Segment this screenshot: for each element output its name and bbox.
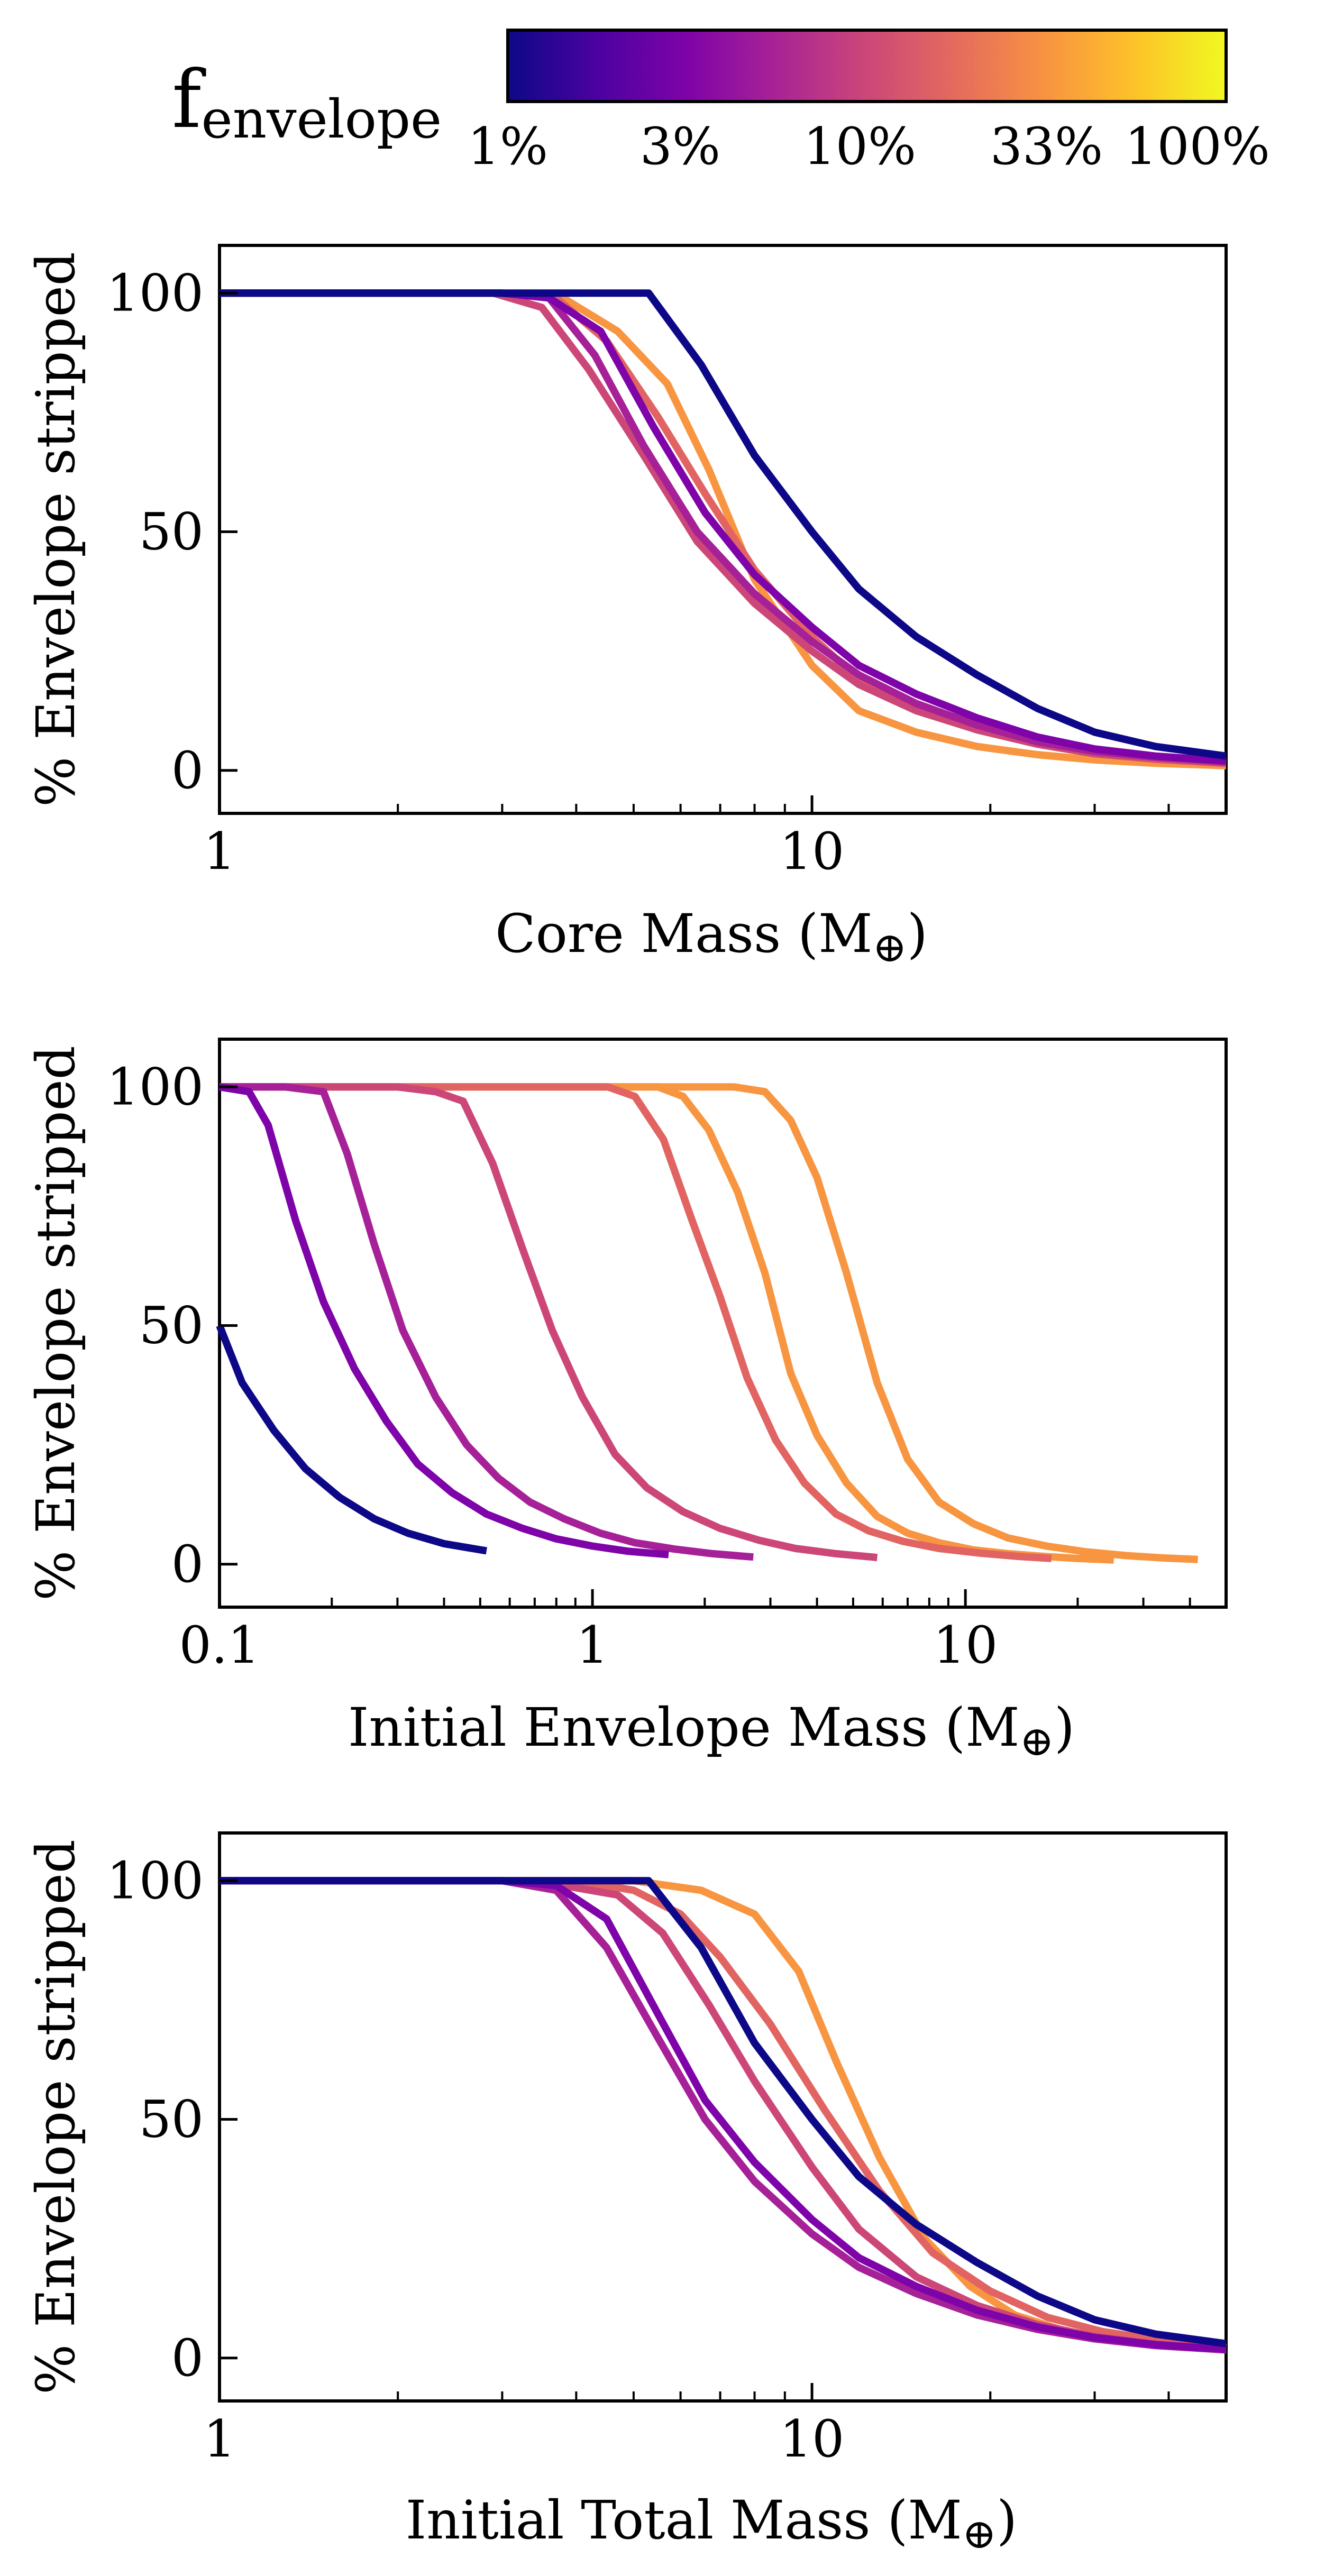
y-axis-label: % Envelope stripped [25,1839,87,2395]
y-tick-label: 50 [139,2090,204,2149]
x-axis-label: Initial Envelope Mass (M⊕) [348,1697,1075,1765]
x-axis-label-text: Initial Total Mass (M [406,2489,962,2551]
x-axis-label-text: Initial Envelope Mass (M [348,1697,1020,1758]
x-tick-label: 1 [577,1616,609,1675]
colorbar: fenvelope 1% 3% 10% 33% 100% [172,29,1270,176]
series-line [220,1083,878,1562]
y-tick-label: 0 [171,741,204,800]
colorbar-ticks: 1% 3% 10% 33% 100% [468,117,1270,176]
plot-frame [218,244,1228,815]
series-line [220,1877,1227,2351]
colorbar-tick-label: 10% [803,117,916,176]
plot-frame [218,1831,1228,2403]
colorbar-tick-label: 1% [468,117,548,176]
series-line [220,1877,1227,2353]
x-tick-label: 10 [780,2409,844,2469]
series-line [220,289,1227,760]
series-line [220,1877,1227,2354]
x-tick-label: 1 [203,2409,235,2469]
series-line [220,1877,1227,2354]
colorbar-tick-label: 100% [1125,117,1269,176]
series-line [216,1324,487,1555]
y-axis-label: % Envelope stripped [25,252,87,807]
x-axis-label-close: ) [1054,1697,1075,1758]
x-axis-label: Initial Total Mass (M⊕) [406,2489,1017,2558]
earth-symbol: ⊕ [962,2510,997,2558]
y-axis-label: % Envelope stripped [25,1046,87,1601]
series-line [220,1877,1227,2348]
colorbar-tick-label: 33% [990,117,1103,176]
x-tick-label: 1 [203,822,235,881]
series-lines [216,1083,1198,1564]
earth-symbol: ⊕ [1020,1718,1054,1765]
y-tick-label: 50 [139,502,204,562]
colorbar-title: fenvelope [172,54,442,150]
x-tick-label: 10 [933,1616,998,1675]
y-tick-label: 100 [107,263,204,323]
series-line [220,1083,754,1561]
x-axis-label-close: ) [997,2489,1017,2551]
colorbar-title-subscript: envelope [202,88,442,150]
x-axis-label: Core Mass (M⊕) [495,903,928,971]
y-tick-label: 0 [171,2329,204,2388]
y-tick-label: 100 [107,1057,204,1116]
plot-frame [218,1038,1228,1609]
series-line [220,1083,1052,1562]
x-axis-label-close: ) [907,903,928,965]
earth-symbol: ⊕ [872,924,907,971]
series-line [218,1083,669,1559]
series-line [220,1083,1198,1563]
series-line [220,289,1227,767]
series-lines [220,1877,1227,2354]
x-tick-label: 10 [780,822,844,881]
series-lines [220,289,1227,769]
series-line [220,289,1227,767]
series-line [220,1877,1227,2353]
x-axis-label-text: Core Mass (M [495,903,872,965]
y-tick-label: 0 [171,1535,204,1594]
colorbar-title-main: f [172,54,206,146]
colorbar-gradient [506,29,1228,103]
y-tick-label: 100 [107,1851,204,1910]
x-tick-label: 0.1 [179,1616,260,1675]
colorbar-tick-label: 3% [640,117,720,176]
y-tick-label: 50 [139,1296,204,1355]
